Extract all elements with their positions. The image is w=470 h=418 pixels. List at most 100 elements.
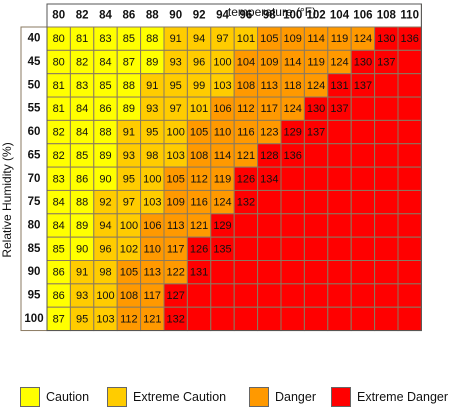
cell-value-label: 106: [143, 220, 161, 232]
y-tick-label: 100: [24, 313, 43, 325]
legend-swatch: [107, 387, 127, 407]
cell-value-label: 117: [144, 290, 162, 302]
heatmap-cell: [210, 283, 235, 308]
legend-item: Extreme Caution: [107, 386, 226, 408]
x-tick-label: 96: [240, 10, 253, 22]
heatmap-cell: [374, 143, 399, 168]
cell-value-label: 100: [167, 127, 185, 139]
cell-value-label: 82: [53, 127, 65, 139]
heatmap-cell: [327, 236, 352, 261]
cell-value-label: 86: [76, 173, 88, 185]
legend-label: Caution: [46, 390, 90, 404]
cell-value-label: 124: [330, 57, 348, 69]
y-tick-label: 40: [28, 33, 41, 45]
legend-label: Extreme Caution: [133, 390, 227, 404]
heatmap-cell: [257, 260, 282, 285]
cell-value-label: 121: [237, 150, 255, 162]
heatmap-cell: [350, 166, 376, 191]
cell-value-label: 105: [190, 127, 208, 139]
cell-value-label: 80: [53, 33, 65, 45]
cell-value-label: 136: [284, 150, 302, 162]
cell-value-label: 84: [76, 103, 88, 115]
cell-value-label: 137: [307, 127, 325, 139]
cell-value-label: 94: [193, 33, 205, 45]
cell-value-label: 119: [214, 173, 232, 185]
heatmap-cell: [350, 283, 376, 308]
heatmap-cell: [257, 306, 282, 332]
cell-value-label: 108: [237, 80, 255, 92]
x-tick-label: 104: [330, 10, 350, 22]
heatmap-cell: [397, 73, 422, 98]
cell-value-label: 119: [331, 33, 349, 45]
x-tick-label: 106: [353, 10, 372, 22]
cell-value-label: 110: [214, 127, 232, 139]
cell-value-label: 93: [170, 57, 182, 69]
cell-value-label: 85: [76, 150, 88, 162]
legend-label: Danger: [275, 390, 316, 404]
cell-value-label: 104: [237, 57, 255, 69]
cell-value-label: 121: [190, 220, 208, 232]
chart-background: [20, 3, 422, 332]
heatmap-cell: [374, 283, 399, 308]
cell-value-label: 99: [193, 80, 205, 92]
cell-value-label: 137: [354, 80, 372, 92]
cell-value-label: 80: [53, 57, 65, 69]
y-tick-label: 95: [28, 290, 41, 302]
cell-value-label: 91: [146, 80, 158, 92]
cell-value-label: 124: [213, 197, 231, 209]
cell-value-label: 116: [190, 197, 208, 209]
heatmap-cell: [350, 143, 376, 168]
heatmap-cells: [46, 3, 422, 332]
heatmap-cell: [350, 260, 376, 285]
y-tick-label: 50: [28, 79, 41, 91]
x-tick-label: 80: [52, 10, 65, 22]
heatmap-cell: [257, 283, 282, 308]
heatmap-cell: [280, 306, 305, 332]
cell-value-label: 95: [123, 173, 135, 185]
cell-value-label: 93: [146, 103, 158, 115]
heatmap-cell: [350, 213, 376, 238]
cell-value-label: 81: [53, 103, 65, 115]
cell-value-label: 86: [53, 267, 65, 279]
cell-value-label: 136: [401, 33, 419, 45]
cell-value-label: 113: [167, 220, 185, 232]
heatmap-cell: [327, 143, 352, 168]
heatmap-cell: [327, 166, 352, 191]
heatmap-cell: [210, 260, 235, 285]
heatmap-cell: [303, 213, 329, 238]
cell-value-label: 132: [167, 313, 185, 325]
x-tick-label: 92: [193, 10, 206, 22]
cell-value-label: 83: [76, 80, 88, 92]
cell-value-label: 132: [237, 197, 255, 209]
heatmap-cell: [397, 143, 422, 168]
cell-value-label: 110: [144, 243, 162, 255]
legend: Caution Extreme Caution Danger Extreme Dang…: [0, 382, 470, 412]
cell-value-label: 86: [99, 103, 111, 115]
cell-value-label: 122: [167, 267, 185, 279]
heatmap-cell: [397, 119, 422, 145]
heatmap-cell: [280, 236, 305, 261]
cell-value-label: 112: [190, 173, 208, 185]
y-tick-label: 70: [28, 173, 41, 185]
y-tick-label: 90: [28, 266, 41, 278]
cell-value-label: 103: [213, 80, 231, 92]
cell-value-label: 108: [190, 150, 208, 162]
cell-value-label: 88: [99, 127, 111, 139]
x-tick-label: 82: [76, 10, 89, 22]
heatmap-cell: [257, 236, 282, 261]
cell-value-label: 83: [53, 173, 65, 185]
heatmap-cell: [257, 213, 282, 238]
x-tick-label: 100: [283, 10, 302, 22]
cell-value-label: 103: [143, 197, 161, 209]
heatmap-cell: [374, 189, 399, 215]
x-tick-label: 102: [307, 10, 326, 22]
heatmap-cell: [210, 306, 235, 332]
heatmap-cell: [280, 283, 305, 308]
cell-value-label: 98: [99, 267, 111, 279]
cell-value-label: 90: [99, 173, 111, 185]
heatmap-cell: [350, 236, 376, 261]
cell-value-label: 95: [76, 313, 88, 325]
heatmap-cell: [303, 306, 329, 332]
cell-value-label: 88: [123, 80, 135, 92]
x-tick-label: 98: [263, 10, 276, 22]
